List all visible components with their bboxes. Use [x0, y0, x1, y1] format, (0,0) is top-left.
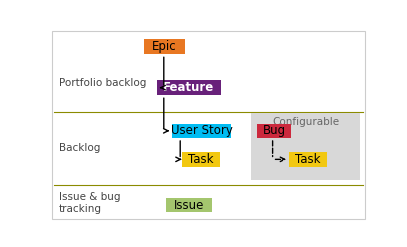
Text: Issue: Issue — [174, 199, 204, 212]
FancyBboxPatch shape — [144, 39, 185, 54]
Text: Bug: Bug — [263, 124, 286, 137]
FancyBboxPatch shape — [289, 152, 327, 166]
Text: Feature: Feature — [163, 81, 214, 94]
Text: Configurable: Configurable — [272, 117, 339, 127]
FancyBboxPatch shape — [182, 152, 220, 166]
FancyBboxPatch shape — [172, 124, 231, 138]
Text: Portfolio backlog: Portfolio backlog — [59, 78, 146, 88]
FancyBboxPatch shape — [166, 198, 212, 212]
Text: Issue & bug
tracking: Issue & bug tracking — [59, 192, 120, 213]
FancyBboxPatch shape — [251, 113, 360, 180]
FancyBboxPatch shape — [157, 80, 221, 95]
Text: Epic: Epic — [152, 40, 177, 53]
FancyBboxPatch shape — [258, 124, 291, 138]
Text: Backlog: Backlog — [59, 143, 100, 153]
Text: User Story: User Story — [171, 124, 232, 137]
Text: Task: Task — [295, 153, 321, 166]
Text: Task: Task — [188, 153, 213, 166]
